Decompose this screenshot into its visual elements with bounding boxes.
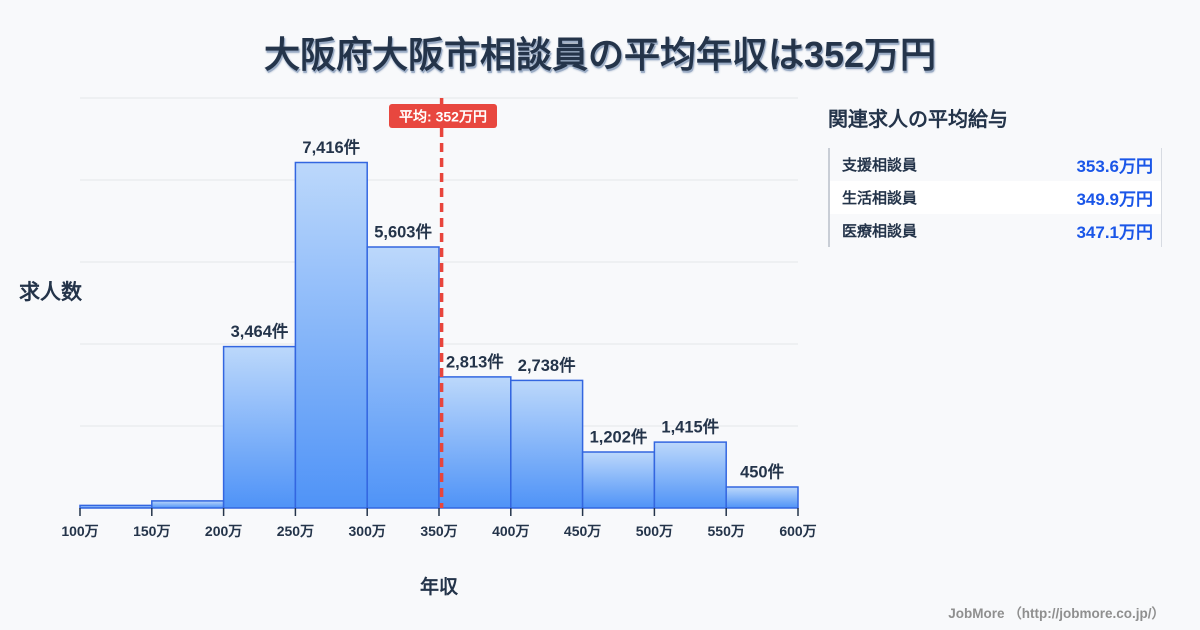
- svg-text:450件: 450件: [740, 462, 785, 482]
- svg-text:150万: 150万: [133, 523, 170, 539]
- svg-text:2,813件: 2,813件: [446, 351, 504, 371]
- svg-text:250万: 250万: [277, 523, 314, 539]
- svg-text:500万: 500万: [636, 523, 673, 539]
- svg-text:400万: 400万: [492, 523, 529, 539]
- svg-text:1,415件: 1,415件: [661, 417, 719, 437]
- svg-text:350万: 350万: [420, 523, 457, 539]
- svg-text:450万: 450万: [564, 523, 601, 539]
- svg-text:300万: 300万: [349, 523, 386, 539]
- svg-text:平均: 352万円: 平均: 352万円: [399, 109, 487, 125]
- svg-text:5,603件: 5,603件: [374, 222, 432, 242]
- svg-text:550万: 550万: [708, 523, 745, 539]
- svg-text:600万: 600万: [779, 523, 816, 539]
- svg-text:200万: 200万: [205, 523, 242, 539]
- svg-text:3,464件: 3,464件: [231, 321, 289, 341]
- svg-text:2,738件: 2,738件: [518, 355, 576, 375]
- svg-text:7,416件: 7,416件: [302, 137, 360, 157]
- svg-text:100万: 100万: [61, 523, 98, 539]
- svg-text:1,202件: 1,202件: [590, 427, 648, 447]
